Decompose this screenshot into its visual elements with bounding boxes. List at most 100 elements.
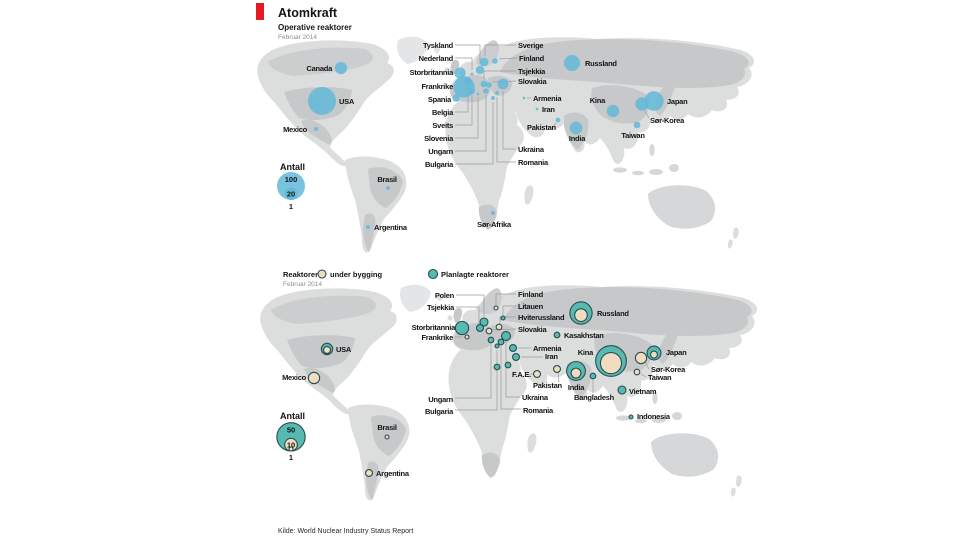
page-title: Atomkraft [278, 6, 338, 20]
legend-value-20: 20 [287, 189, 295, 198]
leader-slovakia [491, 328, 517, 331]
label-tsjekkia: Tsjekkia [427, 303, 455, 312]
leader-slovenia [455, 97, 479, 139]
key-under-prefix: Reaktorer [283, 270, 318, 279]
bubbles-bottom [307, 301, 662, 478]
leader-tyskland [455, 44, 481, 64]
legend-value-50: 50 [287, 426, 295, 435]
accent-bar [256, 3, 264, 20]
legend-circle-1 [288, 446, 294, 452]
bubble-under-frankrike [464, 334, 470, 340]
map-bottom-date: Februar 2014 [283, 281, 322, 288]
leader-romania [496, 97, 516, 163]
bubble-planned-unlabeled [504, 361, 512, 369]
label-tsjekkia: Tsjekkia [518, 67, 546, 76]
bubble-under-brasil [384, 434, 390, 440]
label-ukraina: Ukraina [522, 393, 549, 402]
label-romania: Romania [523, 406, 554, 415]
leader-sveits [455, 95, 473, 126]
label-iran: Iran [545, 352, 558, 361]
bubble-under-hviterussland [495, 323, 503, 331]
leader-pakistan [552, 122, 557, 128]
legend-value-1: 1 [289, 453, 293, 462]
leader-ukraina [505, 341, 520, 398]
label-storbritannia: Storbritannia [410, 68, 454, 77]
bubble-russland [563, 54, 581, 72]
label-canada: Canada [306, 64, 333, 73]
bubble-slovakia [486, 82, 492, 88]
bubble-canada [334, 61, 348, 75]
leader-litauen [502, 305, 516, 315]
legend-bottom-circles: 50 10 1 [276, 422, 306, 462]
label-india: India [568, 383, 585, 392]
label-russland: Russland [597, 309, 629, 318]
label-kina: Kina [590, 96, 606, 105]
bubble-planned-vietnam [617, 385, 627, 395]
bubble-planned-armenia [508, 343, 518, 353]
bubble-planned-ukraina [500, 330, 512, 342]
key-planned-swatch [427, 268, 439, 280]
label-kina: Kina [578, 348, 594, 357]
label-romania: Romania [518, 158, 549, 167]
legend-bottom-title: Antall [280, 411, 305, 421]
leader-lines-top [455, 44, 650, 165]
bubble-sveits [468, 87, 476, 95]
label-spania: Spania [428, 95, 452, 104]
bubble-planned-romania [497, 338, 505, 346]
leader-finland [495, 293, 516, 305]
leader-ungarn [455, 344, 492, 399]
leader-pakistan [557, 372, 560, 383]
leader-finland [498, 57, 518, 60]
bubble-tsjekkia [480, 80, 488, 88]
bubble-under-usa [322, 345, 332, 354]
bubble-under-japan [649, 350, 659, 359]
bubble-planned-unlabeled [493, 363, 501, 371]
country-labels-bottom: Kina Russland India USA Storbritannia Japan Sø… [282, 290, 687, 478]
bubble-spania [452, 94, 460, 102]
label-ungarn: Ungarn [428, 395, 453, 404]
label-brasil: Brasil [377, 423, 397, 432]
bubble-finland [492, 58, 498, 64]
label-nederland: Nederland [419, 54, 454, 63]
bubble-taiwan [633, 121, 641, 129]
leader-sverige [484, 44, 516, 56]
leader-s-r-korea [644, 361, 650, 370]
bubble-usa [308, 87, 336, 115]
bubble-bulgaria [491, 96, 495, 100]
label-japan: Japan [667, 97, 688, 106]
bubble-planned-iran [511, 352, 521, 362]
bubble-under-taiwan [633, 368, 641, 376]
bubble-s-r-afrika [491, 211, 495, 215]
label-argentina: Argentina [376, 469, 410, 478]
label-mexico: Mexico [282, 373, 307, 382]
legend-circle-20 [284, 187, 298, 201]
bubble-mexico [314, 127, 318, 131]
label-s-r-korea: Sør-Korea [651, 365, 686, 374]
map-top-date: Februar 2014 [278, 34, 317, 41]
label-slovenia: Slovenia [424, 134, 454, 143]
bubble-brasil [386, 186, 390, 190]
bubble-argentina [366, 225, 370, 229]
label-armenia: Armenia [533, 94, 562, 103]
leader-polen [456, 294, 485, 317]
bubble-belgia [464, 77, 472, 85]
label-vietnam: Vietnam [629, 387, 657, 396]
bubble-storbritannia [454, 67, 466, 79]
legend-value-10: 10 [287, 440, 295, 449]
label-finland: Finland [519, 54, 545, 63]
leader-tsjekkia [456, 306, 480, 324]
label-slovakia: Slovakia [518, 77, 548, 86]
label-f-a-e: F.A.E. [512, 370, 531, 379]
label-s-r-afrika: Sør-Afrika [477, 220, 512, 229]
label-frankrike: Frankrike [421, 333, 453, 342]
bubble-under-argentina [364, 468, 374, 478]
label-pakistan: Pakistan [527, 123, 557, 132]
label-sverige: Sverige [518, 41, 543, 50]
label-belgia: Belgia [432, 108, 454, 117]
label-iran: Iran [542, 105, 555, 114]
leader-nederland [455, 57, 473, 70]
label-russland: Russland [585, 59, 617, 68]
bubble-ukraina [497, 78, 509, 90]
bubble-armenia [522, 96, 526, 100]
bubble-tyskland [475, 65, 485, 75]
